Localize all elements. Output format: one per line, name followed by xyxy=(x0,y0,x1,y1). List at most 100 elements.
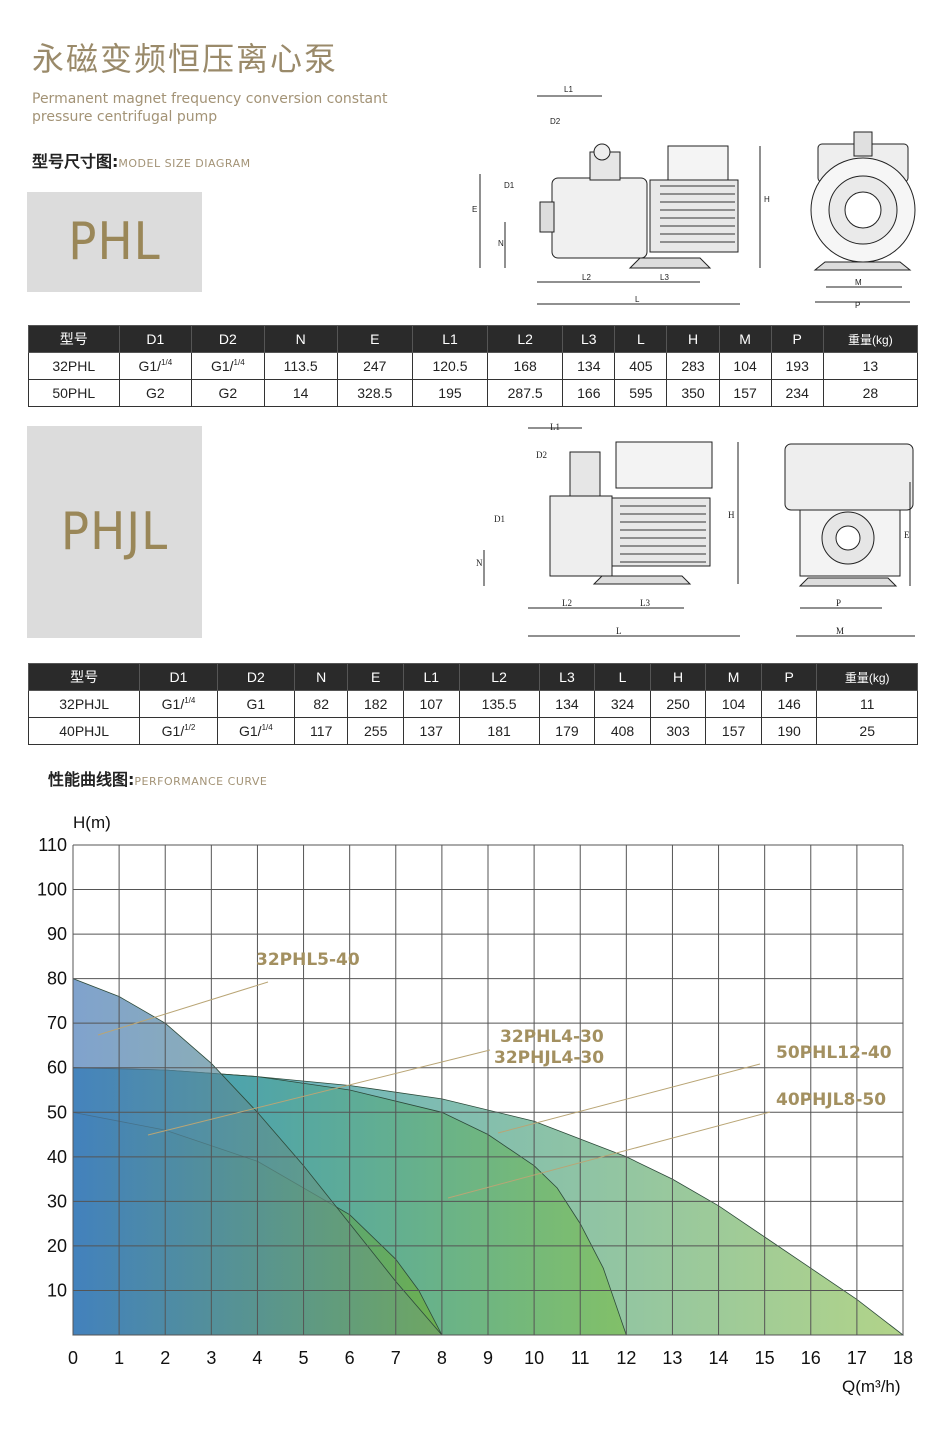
column-header: L1 xyxy=(411,325,489,353)
dim-label-p: P xyxy=(855,301,860,310)
table-cell: G1/1/4 xyxy=(216,717,296,745)
y-tick-label: 90 xyxy=(47,924,67,944)
phjl-label-h: H xyxy=(728,510,735,520)
x-tick-label: 2 xyxy=(160,1348,170,1368)
phjl-label-d2: D2 xyxy=(536,450,547,460)
table-cell: 104 xyxy=(718,352,772,380)
perf-label-cn: 性能曲线图: xyxy=(48,770,135,789)
x-tick-label: 1 xyxy=(114,1348,124,1368)
phjl-label-p: P xyxy=(836,598,841,608)
dim-label-m: M xyxy=(855,278,862,287)
curve-annotation: 50PHL12-40 xyxy=(776,1043,892,1063)
column-header: L2 xyxy=(487,325,564,353)
table-cell: 303 xyxy=(649,717,707,745)
subtitle-line-2: pressure centrifugal pump xyxy=(32,109,218,125)
phl-dimension-diagram: L1 D2 D1 E N L2 L3 L H M P xyxy=(472,85,916,310)
table-cell: 137 xyxy=(402,717,460,745)
table-cell: G1/1/2 xyxy=(139,717,218,745)
table-cell: 255 xyxy=(347,717,404,745)
table-cell: 117 xyxy=(294,717,349,745)
curve-annotation: 32PHJL4-30 xyxy=(494,1048,604,1068)
x-tick-label: 18 xyxy=(893,1348,913,1368)
phjl-dimension-diagram: L1 D2 D1 N L2 L3 L H E P M xyxy=(476,422,915,637)
dim-label-d2: D2 xyxy=(550,117,561,126)
table-cell: G2 xyxy=(191,379,265,407)
table-cell: G2 xyxy=(118,379,193,407)
dim-label-e: E xyxy=(472,205,477,214)
table-cell: 135.5 xyxy=(458,690,540,718)
table-cell: 50PHL xyxy=(28,379,120,407)
annotation-leader xyxy=(447,1111,771,1199)
table-cell: 324 xyxy=(594,690,651,718)
subtitle-line-1: Permanent magnet frequency conversion co… xyxy=(32,91,388,107)
table-cell: G1/1/4 xyxy=(191,352,265,380)
column-header: 重量(kg) xyxy=(822,325,919,353)
column-header: 型号 xyxy=(27,663,141,691)
column-header: D2 xyxy=(216,663,296,691)
x-tick-label: 4 xyxy=(252,1348,262,1368)
thread-fraction: 1/4 xyxy=(161,358,173,367)
table-cell: 250 xyxy=(649,690,707,718)
x-tick-label: 13 xyxy=(662,1348,682,1368)
size-label-en: MODEL SIZE DIAGRAM xyxy=(118,157,251,170)
x-tick-label: 17 xyxy=(847,1348,867,1368)
table-cell: 107 xyxy=(402,690,460,718)
model-badge-phl: PHL xyxy=(27,192,202,292)
page-title: 永磁变频恒压离心泵 xyxy=(32,40,339,78)
y-tick-label: 20 xyxy=(47,1236,67,1256)
dim-label-h: H xyxy=(764,195,770,204)
table-row: 40PHJL G1/1/2 G1/1/4 117 255 137 181 179 408 303 1… xyxy=(27,717,918,745)
table-cell: 283 xyxy=(666,352,720,380)
phjl-label-l: L xyxy=(616,626,622,636)
column-header: N xyxy=(294,663,349,691)
y-tick-label: 10 xyxy=(47,1280,67,1300)
size-label-cn: 型号尺寸图: xyxy=(32,152,119,171)
table-cell: 181 xyxy=(458,717,540,745)
curve-annotation: 32PHL5-40 xyxy=(256,950,360,970)
page-subtitle: Permanent magnet frequency conversion co… xyxy=(32,90,392,126)
column-header: L3 xyxy=(538,663,596,691)
column-header: H xyxy=(666,325,720,353)
x-tick-label: 16 xyxy=(801,1348,821,1368)
column-header: D1 xyxy=(139,663,218,691)
table-cell: 13 xyxy=(822,352,919,380)
table-cell: 157 xyxy=(705,717,762,745)
table-cell: 405 xyxy=(614,352,668,380)
x-tick-label: 6 xyxy=(345,1348,355,1368)
phl-spec-table: 型号 D1 D2 N E L1 L2 L3 L H M P 重量(kg) 32PHL G1/1/4 G1/1… xyxy=(28,325,919,407)
column-header: 重量(kg) xyxy=(816,663,918,691)
table-header-row: 型号 D1 D2 N E L1 L2 L3 L H M P 重量(kg) xyxy=(27,663,918,691)
size-section-label: 型号尺寸图:MODEL SIZE DIAGRAM xyxy=(32,148,251,172)
phjl-label-l2: L2 xyxy=(562,598,572,608)
curve-annotation: 32PHL4-30 xyxy=(500,1027,604,1047)
x-tick-label: 7 xyxy=(391,1348,401,1368)
phjl-label-m: M xyxy=(836,626,844,636)
column-header: P xyxy=(760,663,818,691)
table-row: 50PHL G2 G2 14 328.5 195 287.5 166 595 350 157 234 2… xyxy=(28,379,919,407)
y-tick-label: 80 xyxy=(47,969,67,989)
phjl-label-l1: L1 xyxy=(550,422,560,432)
table-cell: 25 xyxy=(816,717,918,745)
thread-fraction: 1/4 xyxy=(261,723,273,732)
table-cell: 134 xyxy=(538,690,596,718)
table-cell: 234 xyxy=(770,379,824,407)
table-cell: 120.5 xyxy=(411,352,489,380)
column-header: M xyxy=(705,663,762,691)
table-cell: 195 xyxy=(411,379,489,407)
table-cell: 40PHJL xyxy=(27,717,141,745)
column-header: L xyxy=(614,325,668,353)
table-cell: G1 xyxy=(216,690,296,718)
table-cell: 14 xyxy=(263,379,338,407)
thread-fraction: 1/4 xyxy=(233,358,245,367)
x-tick-label: 12 xyxy=(616,1348,636,1368)
perf-label-en: PERFORMANCE CURVE xyxy=(134,775,268,788)
x-tick-label: 14 xyxy=(709,1348,729,1368)
table-cell: 168 xyxy=(487,352,564,380)
performance-curve-chart: 0 1 2 3 4 5 6 7 8 9 10 11 12 13 14 15 16 17 18102030405060… xyxy=(37,813,913,1396)
table-cell: 595 xyxy=(614,379,668,407)
table-cell: 146 xyxy=(760,690,818,718)
column-header: L1 xyxy=(402,663,460,691)
dim-label-l: L xyxy=(635,295,640,304)
y-tick-label: 110 xyxy=(38,835,67,855)
column-header: E xyxy=(347,663,404,691)
